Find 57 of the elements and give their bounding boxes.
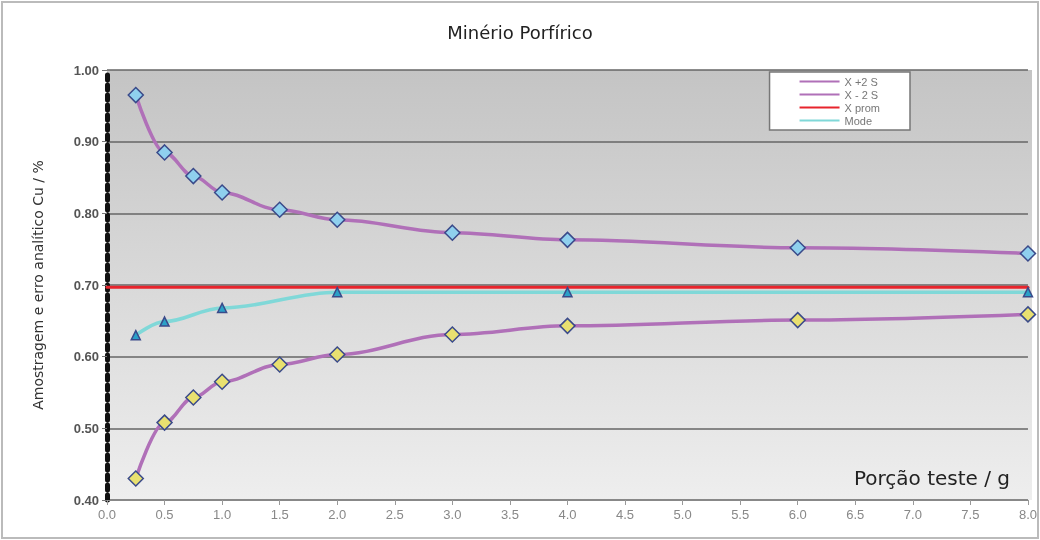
legend-label: Mode (844, 114, 873, 127)
x-tick-label: 3.0 (443, 507, 462, 522)
point (185, 167, 202, 185)
legend-label: X - 2 S (844, 88, 879, 101)
x-tick-label: 4.0 (558, 507, 577, 522)
chart-title: Minério Porfírico (447, 21, 593, 43)
point (444, 326, 461, 343)
x-tick-label: 1.0 (213, 507, 232, 522)
x-tick-label: 1.5 (270, 507, 289, 522)
point (1019, 306, 1037, 323)
x-tick-label: 0.5 (155, 507, 174, 522)
point (159, 316, 170, 327)
x-tick-label: 0.0 (97, 507, 117, 522)
point (213, 373, 231, 390)
point (213, 184, 231, 201)
y-tick-label: 0.90 (73, 134, 99, 150)
point (789, 311, 806, 329)
x-tick-label: 7.5 (961, 507, 980, 522)
point (559, 317, 576, 335)
x-tick-label: 7.0 (903, 507, 922, 522)
x-tick-label: 3.5 (500, 507, 519, 522)
y-tick-label: 0.80 (73, 205, 99, 221)
legend-label: X +2 S (844, 75, 878, 88)
point (328, 346, 346, 363)
point (156, 414, 173, 431)
x-tick-label: 2.5 (385, 507, 404, 522)
x-axis-title: Porção teste / g (853, 466, 1010, 490)
y-axis-title: Amostragem e erro analítico Cu / % (30, 160, 46, 410)
x-tick-label: 2.0 (328, 507, 347, 522)
y-tick-label: 0.40 (73, 492, 99, 508)
point (127, 86, 145, 104)
point (216, 302, 228, 314)
x-tick-label: 4.5 (616, 507, 635, 522)
x-tick-label: 5.0 (673, 507, 692, 522)
point (130, 329, 142, 341)
y-tick-label: 0.50 (73, 420, 99, 436)
point (562, 286, 573, 298)
point (127, 470, 145, 487)
y-tick-label: 1.00 (73, 62, 99, 78)
x-tick-label: 5.5 (731, 507, 750, 522)
legend-label: X prom (844, 101, 881, 114)
x-tick-label: 6.0 (788, 507, 807, 522)
point (559, 231, 576, 249)
x-tick-label: 6.5 (846, 507, 865, 522)
point (328, 211, 346, 229)
point (444, 224, 461, 241)
y-tick-label: 0.70 (73, 277, 99, 293)
point (1019, 245, 1037, 262)
point (185, 389, 202, 406)
x-tick-label: 8.0 (1018, 507, 1037, 522)
point (331, 286, 343, 298)
point (156, 144, 173, 161)
point (271, 201, 288, 218)
point (1022, 286, 1034, 298)
y-tick-label: 0.60 (73, 349, 99, 365)
point (789, 239, 806, 256)
point (271, 356, 288, 373)
